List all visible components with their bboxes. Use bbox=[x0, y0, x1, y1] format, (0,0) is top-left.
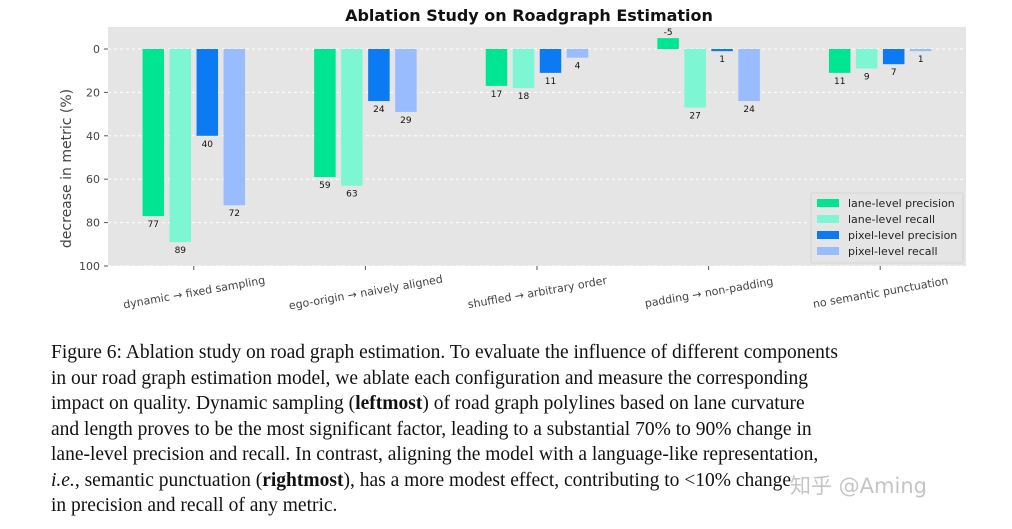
caption-line: in precision and recall of any metric. bbox=[51, 493, 981, 519]
y-tick-label: 60 bbox=[86, 173, 100, 186]
bar bbox=[738, 49, 760, 102]
bar bbox=[368, 49, 390, 102]
bar-value-label: 24 bbox=[373, 105, 385, 115]
caption-text: Figure 6: Ablation study on road graph e… bbox=[51, 342, 838, 363]
legend-swatch bbox=[817, 231, 839, 239]
bar bbox=[223, 49, 246, 206]
bar-value-label: 9 bbox=[864, 73, 870, 83]
y-tick-label: 80 bbox=[86, 217, 100, 230]
legend-label: lane-level precision bbox=[848, 197, 955, 210]
x-tick-label: ego-origin → naively aligned bbox=[288, 273, 444, 313]
bar bbox=[314, 49, 336, 178]
bar-value-label: 29 bbox=[400, 116, 412, 126]
bar-value-label: 59 bbox=[319, 181, 331, 191]
caption-text: in our road graph estimation model, we a… bbox=[51, 367, 808, 389]
chart-area: 0 20 40 60 80 100 Ablation Study on Roadgraph … bbox=[59, 6, 966, 313]
bar-value-label: 77 bbox=[148, 220, 159, 230]
caption-text: in precision and recall of any metric. bbox=[51, 495, 338, 516]
bar-value-label: 17 bbox=[491, 90, 502, 100]
figure-caption: Figure 6: Ablation study on road graph e… bbox=[51, 340, 981, 519]
caption-text: ), has a more modest effect, contributin… bbox=[343, 469, 792, 491]
x-tick-label: dynamic → fixed sampling bbox=[122, 274, 266, 312]
bar bbox=[711, 49, 733, 52]
bar bbox=[657, 38, 679, 49]
bar-value-label: 63 bbox=[346, 190, 357, 200]
bar bbox=[196, 49, 219, 136]
caption-line: i.e., semantic punctuation (rightmost), … bbox=[51, 468, 981, 494]
bar-value-label: 7 bbox=[891, 68, 897, 78]
bar-value-label: 1 bbox=[918, 55, 924, 65]
y-tick-label: 100 bbox=[79, 260, 100, 273]
caption-text: lane-level precision and recall. In cont… bbox=[51, 444, 819, 465]
y-axis-label: decrease in metric (%) bbox=[59, 89, 75, 248]
bar bbox=[485, 49, 508, 86]
x-tick-label: no semantic punctuation bbox=[812, 274, 949, 311]
caption-bold-text: leftmost bbox=[355, 393, 423, 414]
caption-text: impact on quality. Dynamic sampling ( bbox=[51, 393, 356, 414]
legend-swatch bbox=[817, 247, 839, 255]
chart-title: Ablation Study on Roadgraph Estimation bbox=[345, 6, 713, 25]
roadgraph-ablation-chart: 0 20 40 60 80 100 Ablation Study on Roadgraph … bbox=[59, 6, 966, 313]
bar bbox=[142, 49, 165, 217]
caption-line: Figure 6: Ablation study on road graph e… bbox=[51, 340, 981, 366]
bar bbox=[169, 49, 192, 243]
bar-value-label: 11 bbox=[834, 77, 845, 87]
bar bbox=[341, 49, 363, 186]
legend-label: pixel-level precision bbox=[848, 229, 957, 242]
bar bbox=[828, 49, 851, 73]
legend-swatch bbox=[817, 215, 839, 223]
bar bbox=[539, 49, 562, 73]
caption-bold-text: rightmost bbox=[262, 469, 344, 491]
legend-box bbox=[810, 192, 964, 264]
bar-value-label: 11 bbox=[545, 77, 556, 87]
bar-value-label: 27 bbox=[689, 112, 700, 122]
x-tick-label: shuffled → arbitrary order bbox=[467, 274, 609, 311]
bar bbox=[566, 49, 589, 58]
caption-line: and length proves to be the most signifi… bbox=[51, 417, 981, 443]
legend-swatch bbox=[817, 199, 839, 207]
bar bbox=[512, 49, 535, 89]
bar-value-label: 89 bbox=[175, 246, 187, 256]
legend-label: lane-level recall bbox=[848, 213, 935, 226]
caption-line: in our road graph estimation model, we a… bbox=[51, 366, 981, 392]
bar-value-label: 4 bbox=[575, 62, 581, 72]
y-tick-label: 20 bbox=[86, 86, 100, 99]
caption-line: impact on quality. Dynamic sampling (lef… bbox=[51, 391, 981, 417]
bar bbox=[855, 49, 878, 69]
bar bbox=[909, 49, 932, 52]
bar bbox=[395, 49, 417, 112]
bar-value-label: 24 bbox=[743, 105, 755, 115]
legend-label: pixel-level recall bbox=[848, 245, 938, 258]
y-tick-label: 40 bbox=[86, 130, 100, 143]
bar-value-label: 72 bbox=[229, 209, 240, 219]
caption-text: ) of road graph polylines based on lane … bbox=[422, 393, 805, 414]
bar-value-label: -5 bbox=[664, 28, 673, 38]
caption-text: and length proves to be the most signifi… bbox=[51, 418, 812, 440]
caption-line: lane-level precision and recall. In cont… bbox=[51, 442, 981, 468]
y-tick-label: 0 bbox=[93, 43, 100, 56]
bar-value-label: 1 bbox=[719, 55, 725, 65]
x-tick-label: padding → non-padding bbox=[644, 275, 775, 310]
bar bbox=[882, 49, 905, 65]
caption-text: , semantic punctuation ( bbox=[74, 469, 263, 491]
bar-value-label: 18 bbox=[518, 92, 530, 102]
bar-value-label: 40 bbox=[202, 140, 214, 150]
bar bbox=[684, 49, 706, 108]
caption-italic-text: i.e. bbox=[51, 469, 75, 491]
